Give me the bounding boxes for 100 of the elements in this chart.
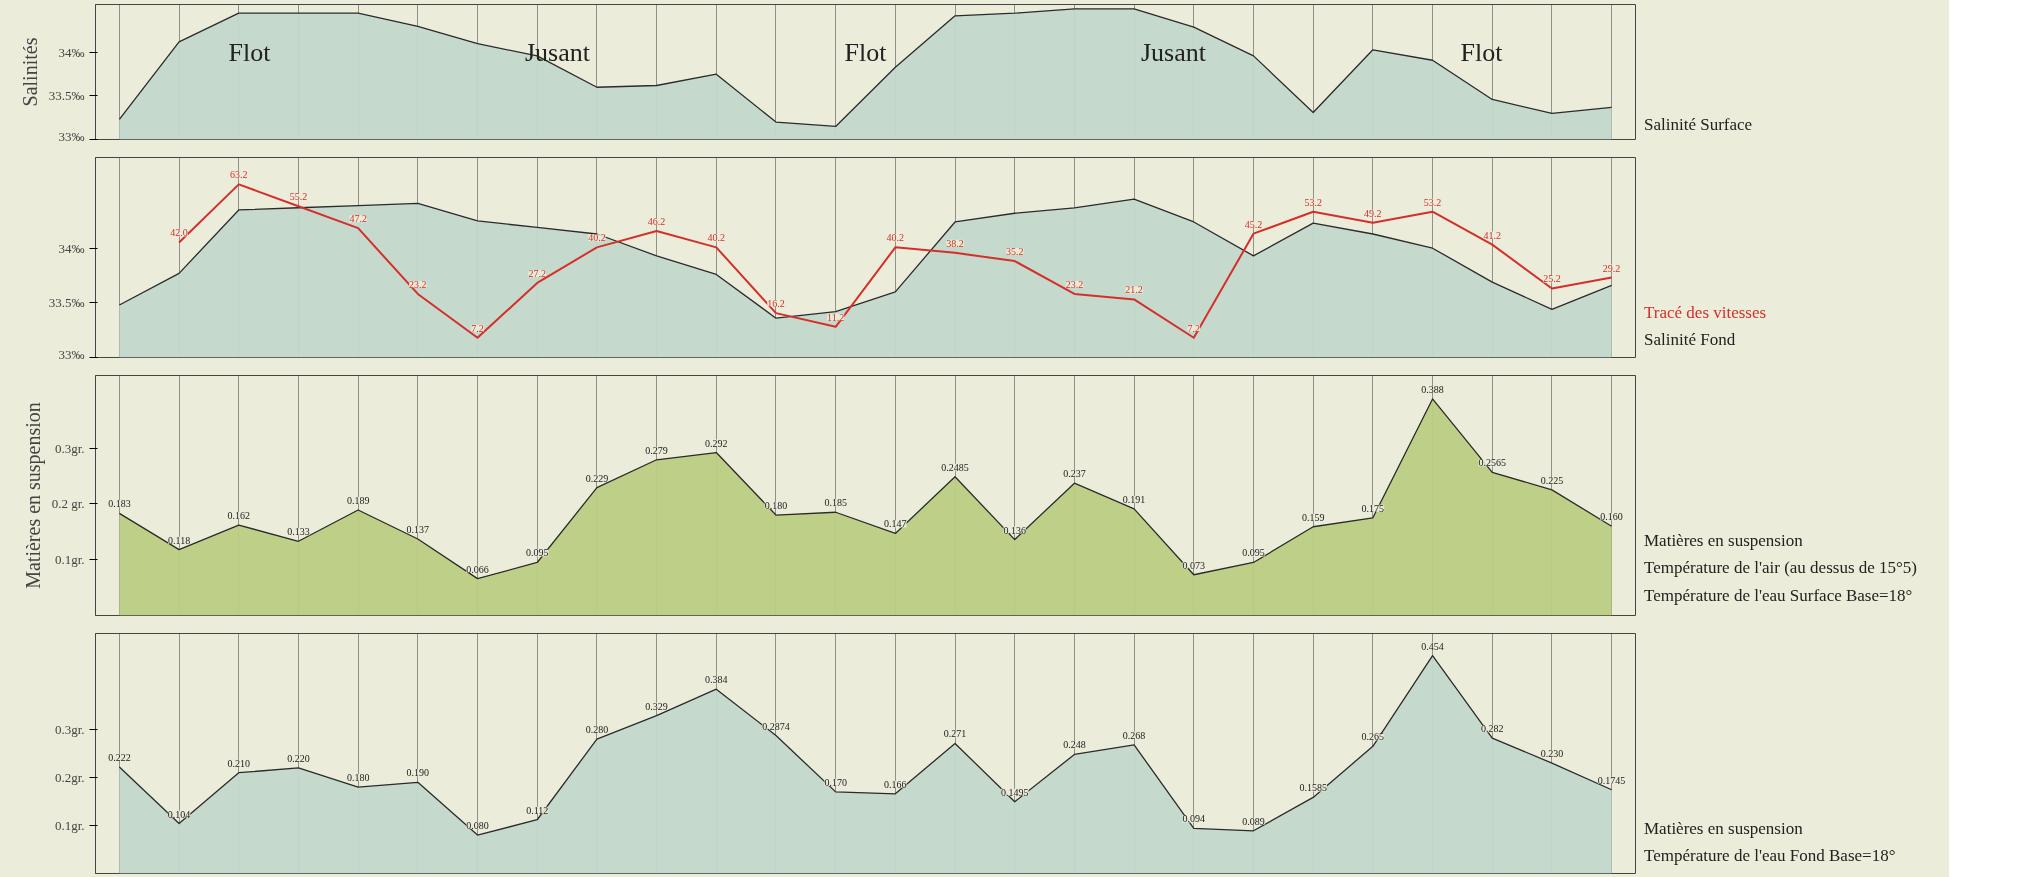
y2-axis-title: Salinité Fond (1644, 329, 1737, 352)
data-label: 0.160 (1600, 511, 1623, 523)
text: Température de l'eau Fond Base=18° (1644, 845, 1896, 868)
y2-axis-title: Matières en suspension (1644, 530, 1804, 552)
data-label: 0.265 (1361, 731, 1385, 743)
data-label: 0.454 (1421, 640, 1444, 652)
data-label: 0.185 (824, 497, 847, 509)
y-tick-label: 33.5‰ (48, 295, 85, 311)
y-tick-label: 0.2gr. (54, 770, 85, 785)
data-label: 7.2 (1187, 322, 1201, 334)
y-tick-label: 0.3gr. (54, 722, 85, 737)
data-label: 0.279 (645, 444, 668, 456)
data-label: 0.094 (1182, 813, 1206, 825)
y-tick-label: 34‰ (58, 44, 85, 60)
data-label: 53.2 (1304, 196, 1322, 208)
data-label: 0.080 (466, 820, 489, 832)
data-label: 40.2 (707, 232, 726, 244)
data-label: 0.118 (168, 534, 191, 546)
data-label: 23.2 (1065, 278, 1084, 290)
annotation: Flot (1460, 37, 1504, 67)
data-label: 0.136 (1003, 524, 1026, 536)
data-label: 0.271 (943, 728, 967, 740)
data-label: 27.2 (528, 267, 546, 279)
data-label: 0.329 (645, 700, 668, 712)
data-label: 49.2 (1364, 207, 1382, 219)
data-label: 29.2 (1602, 262, 1621, 274)
data-label: 0.112 (526, 804, 549, 816)
data-label: 63.2 (230, 169, 248, 181)
data-label: 0.095 (1242, 547, 1265, 559)
data-label: 25.2 (1543, 273, 1561, 285)
data-label: 23.2 (409, 278, 427, 290)
data-label: 0.1745 (1597, 774, 1626, 786)
data-label: 0.137 (406, 524, 430, 536)
data-label: 0.166 (884, 778, 907, 790)
text: Tracé des vitesses (1644, 302, 1767, 324)
data-label: 0.280 (585, 724, 609, 736)
y-tick-label: 33‰ (58, 346, 85, 362)
y2-axis-title: Matières en suspension (1644, 818, 1804, 840)
data-label: 0.237 (1063, 468, 1086, 480)
data-label: 0.2485 (941, 461, 969, 473)
data-label: 55.2 (289, 191, 308, 203)
data-label: 0.191 (1122, 493, 1146, 505)
data-label: 0.159 (1301, 511, 1325, 523)
y-tick-label: 0.1gr. (54, 818, 85, 833)
data-label: 16.2 (767, 298, 785, 310)
y-axis-title: Salinités (18, 37, 41, 107)
text: Température de l'air (au dessus de 15°5) (1644, 557, 1918, 580)
y-tick-label: 0.1gr. (54, 552, 85, 568)
data-label: 35.2 (1005, 246, 1024, 258)
data-label: 47.2 (349, 213, 367, 225)
y-tick-label: 33‰ (58, 128, 85, 144)
data-label: 0.180 (346, 772, 370, 784)
annotation: Jusant (525, 37, 591, 67)
text: Température de l'eau Surface Base=18° (1644, 584, 1914, 607)
data-label: 11.2 (827, 311, 845, 323)
data-label: 0.225 (1540, 474, 1564, 486)
data-label: 0.268 (1122, 729, 1146, 741)
data-label: 41.2 (1483, 229, 1501, 241)
data-label: 0.066 (466, 563, 489, 575)
data-label: 0.073 (1182, 559, 1206, 571)
data-label: 0.222 (108, 751, 131, 763)
data-label: 45.2 (1244, 218, 1263, 230)
annotation: Jusant (1141, 37, 1207, 67)
y2-axis-title: Salinité Surface (1644, 114, 1753, 136)
data-label: 0.1585 (1299, 782, 1327, 794)
y-tick-label: 0.2 gr. (51, 496, 85, 512)
data-label: 0.162 (227, 510, 251, 522)
data-label: 46.2 (647, 215, 666, 227)
data-label: 0.282 (1480, 723, 1504, 735)
data-label: 40.2 (588, 232, 606, 244)
annotation: Flot (228, 37, 272, 67)
data-label: 42.0 (170, 227, 188, 239)
data-label: 7.2 (471, 322, 484, 334)
data-label: 0.095 (525, 547, 549, 559)
data-label: 0.147 (884, 518, 907, 530)
data-label: 0.388 (1421, 383, 1444, 395)
data-label: 0.2565 (1478, 457, 1506, 469)
data-label: 0.175 (1361, 502, 1385, 514)
y-tick-label: 0.3gr. (54, 440, 85, 456)
data-label: 0.210 (227, 757, 251, 769)
y-axis-title: Matières en suspension (21, 402, 45, 589)
data-label: 0.180 (764, 500, 788, 512)
data-label: 0.104 (167, 808, 191, 820)
data-label: 0.229 (585, 472, 609, 484)
data-label: 0.133 (287, 526, 310, 538)
data-label: 0.170 (824, 776, 847, 788)
annotation: Flot (844, 37, 888, 67)
data-label: 0.384 (705, 674, 728, 686)
data-label: 0.2874 (762, 720, 790, 732)
data-label: 0.1495 (1000, 786, 1029, 798)
y-tick-label: 34‰ (58, 240, 85, 256)
y-tick-label: 33.5‰ (48, 88, 85, 104)
data-label: 0.190 (406, 767, 430, 779)
data-label: 0.183 (108, 498, 131, 510)
data-label: 0.248 (1063, 739, 1086, 751)
data-label: 0.189 (346, 495, 370, 507)
data-label: 0.220 (287, 752, 310, 764)
data-label: 0.089 (1242, 815, 1265, 827)
data-label: 40.2 (886, 232, 905, 244)
data-label: 0.230 (1540, 748, 1564, 760)
